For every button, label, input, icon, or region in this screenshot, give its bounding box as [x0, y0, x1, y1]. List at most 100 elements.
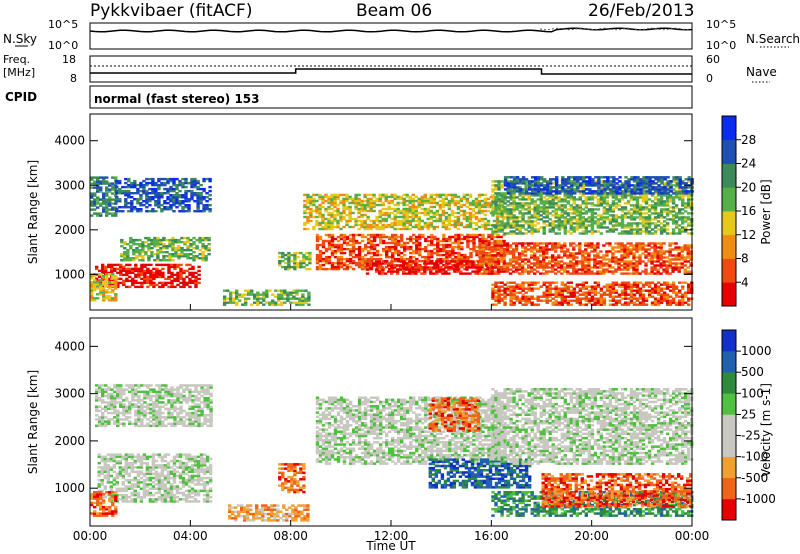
data-cell [304, 299, 308, 302]
data-cell [554, 246, 558, 249]
data-cell [453, 203, 458, 207]
data-cell [114, 281, 118, 284]
data-cell [441, 211, 446, 215]
data-cell [312, 197, 316, 201]
noise-right-tick-top: 10^5 [706, 18, 736, 31]
data-cell [348, 247, 353, 251]
data-cell [190, 192, 194, 195]
data-cell [494, 291, 498, 294]
data-cell [572, 228, 576, 231]
data-cell [99, 279, 103, 282]
data-cell [143, 265, 147, 269]
data-cell [641, 297, 646, 300]
data-cell [569, 303, 573, 306]
data-cell [102, 293, 106, 296]
data-cell [418, 249, 422, 253]
data-cell [130, 204, 134, 207]
data-cell [177, 249, 181, 252]
data-cell [554, 210, 558, 213]
data-cell [280, 303, 284, 306]
data-cell [384, 213, 388, 217]
data-cell [339, 215, 343, 219]
data-cell [680, 266, 684, 269]
data-cell [393, 266, 397, 269]
data-cell [659, 248, 663, 251]
data-cell [435, 260, 439, 263]
data-cell [684, 281, 688, 284]
data-cell [536, 218, 540, 221]
data-cell [608, 210, 613, 213]
data-cell [599, 250, 603, 253]
data-cell [96, 196, 100, 199]
data-cell [545, 270, 549, 273]
data-cell [502, 259, 506, 263]
data-cell [494, 303, 498, 306]
data-cell [139, 196, 143, 199]
data-cell [527, 287, 531, 290]
data-cell [599, 216, 604, 219]
data-cell [90, 291, 94, 294]
data-cell [196, 187, 200, 191]
data-cell [384, 272, 388, 275]
data-cell [333, 213, 337, 217]
data-cell [590, 220, 595, 223]
data-cell [687, 283, 691, 286]
data-cell [345, 223, 349, 227]
data-cell [424, 237, 428, 241]
data-cell [581, 285, 585, 288]
data-cell [348, 217, 352, 221]
data-cell [363, 195, 367, 199]
data-cell [572, 293, 576, 296]
data-cell [527, 220, 531, 223]
data-cell [378, 211, 382, 215]
data-cell [287, 251, 291, 255]
data-cell [382, 247, 386, 251]
data-cell [527, 218, 531, 221]
data-cell [687, 285, 691, 288]
data-cell [554, 268, 558, 271]
data-cell [650, 272, 654, 275]
data-cell [486, 268, 490, 271]
data-cell [506, 226, 510, 229]
data-cell [145, 181, 149, 185]
data-cell [569, 266, 573, 269]
data-cell [169, 196, 173, 199]
data-cell [177, 241, 181, 244]
data-cell [387, 223, 391, 227]
data-cell [156, 251, 160, 254]
data-cell [474, 221, 479, 225]
data-cell [113, 263, 117, 267]
data-cell [463, 255, 467, 259]
data-cell [265, 291, 269, 294]
data-cell [381, 225, 385, 229]
data-cell [118, 210, 122, 213]
data-cell [284, 261, 288, 265]
data-cell [503, 295, 507, 298]
data-cell [205, 196, 209, 199]
data-cell [653, 268, 657, 271]
data-cell [483, 205, 488, 209]
data-cell [287, 257, 291, 261]
data-cell [414, 199, 418, 203]
data-cell [90, 182, 94, 185]
data-cell [351, 197, 355, 201]
data-cell [348, 197, 352, 201]
data-cell [424, 249, 428, 253]
data-cell [632, 254, 636, 257]
data-cell [184, 179, 188, 183]
data-cell [303, 209, 307, 213]
data-cell [183, 253, 187, 256]
data-cell [689, 270, 693, 273]
data-cell [496, 235, 500, 239]
data-cell [114, 283, 118, 286]
data-cell [491, 184, 495, 187]
data-cell [179, 273, 183, 277]
data-cell [602, 210, 607, 213]
data-cell [448, 239, 452, 243]
data-cell [447, 223, 452, 227]
data-cell [105, 281, 109, 284]
data-cell [506, 208, 510, 211]
data-cell [533, 297, 537, 300]
data-cell [608, 230, 613, 233]
data-cell [514, 242, 519, 245]
